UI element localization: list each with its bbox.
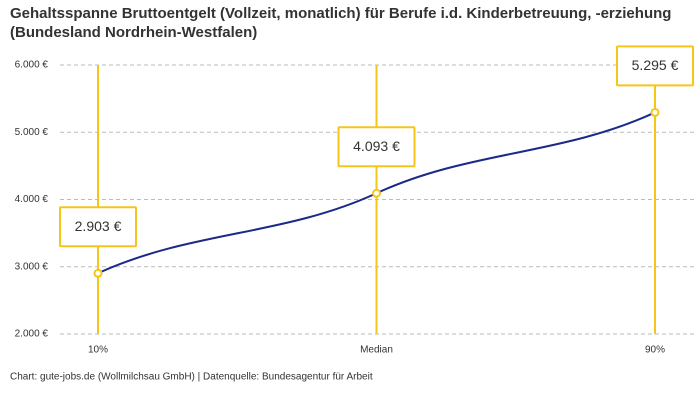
data-label: 2.903 € bbox=[75, 218, 122, 234]
data-label: 5.295 € bbox=[632, 57, 679, 73]
y-tick-label: 5.000 € bbox=[15, 127, 49, 138]
footer: Chart: gute-jobs.de (Wollmilchsau GmbH) … bbox=[10, 372, 373, 383]
label-box bbox=[616, 45, 694, 87]
y-tick-label: 4.000 € bbox=[15, 194, 49, 205]
y-tick-label: 3.000 € bbox=[15, 261, 49, 272]
label-box bbox=[59, 206, 137, 248]
x-tick-label: 90% bbox=[645, 345, 665, 356]
point bbox=[650, 107, 660, 117]
x-tick-label: 10% bbox=[88, 345, 108, 356]
chart-title: Gehaltsspanne Bruttoentgelt (Vollzeit, m… bbox=[10, 5, 672, 41]
data-label: 4.093 € bbox=[353, 138, 400, 154]
y-tick-label: 6.000 € bbox=[15, 60, 49, 71]
x-tick-label: Median bbox=[360, 345, 393, 356]
label-box bbox=[337, 126, 416, 168]
point bbox=[372, 188, 381, 198]
y-tick-label: 2.000 € bbox=[15, 329, 49, 340]
point bbox=[93, 268, 103, 278]
